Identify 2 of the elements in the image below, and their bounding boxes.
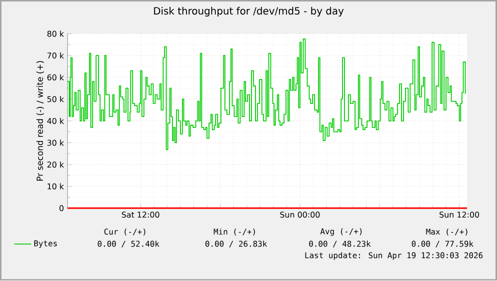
chart-title: Disk throughput for /dev/md5 - by day: [154, 7, 344, 17]
y-axis-title: Pr second read (-) / write (+): [36, 61, 44, 181]
